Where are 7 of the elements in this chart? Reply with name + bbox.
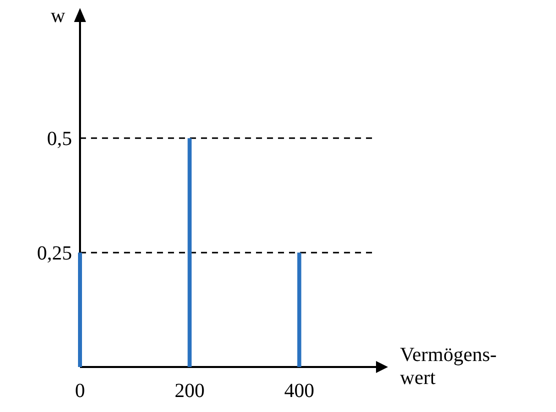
y-tick-label: 0,25: [37, 242, 72, 265]
y-tick-label: 0,5: [47, 128, 72, 150]
x-tick-label: 400: [284, 380, 314, 402]
x-axis-title: Vermögens- wert: [400, 344, 497, 389]
y-axis-title: w: [50, 5, 66, 27]
x-tick-label: 200: [174, 380, 205, 402]
x-tick-label: 0: [75, 380, 85, 402]
